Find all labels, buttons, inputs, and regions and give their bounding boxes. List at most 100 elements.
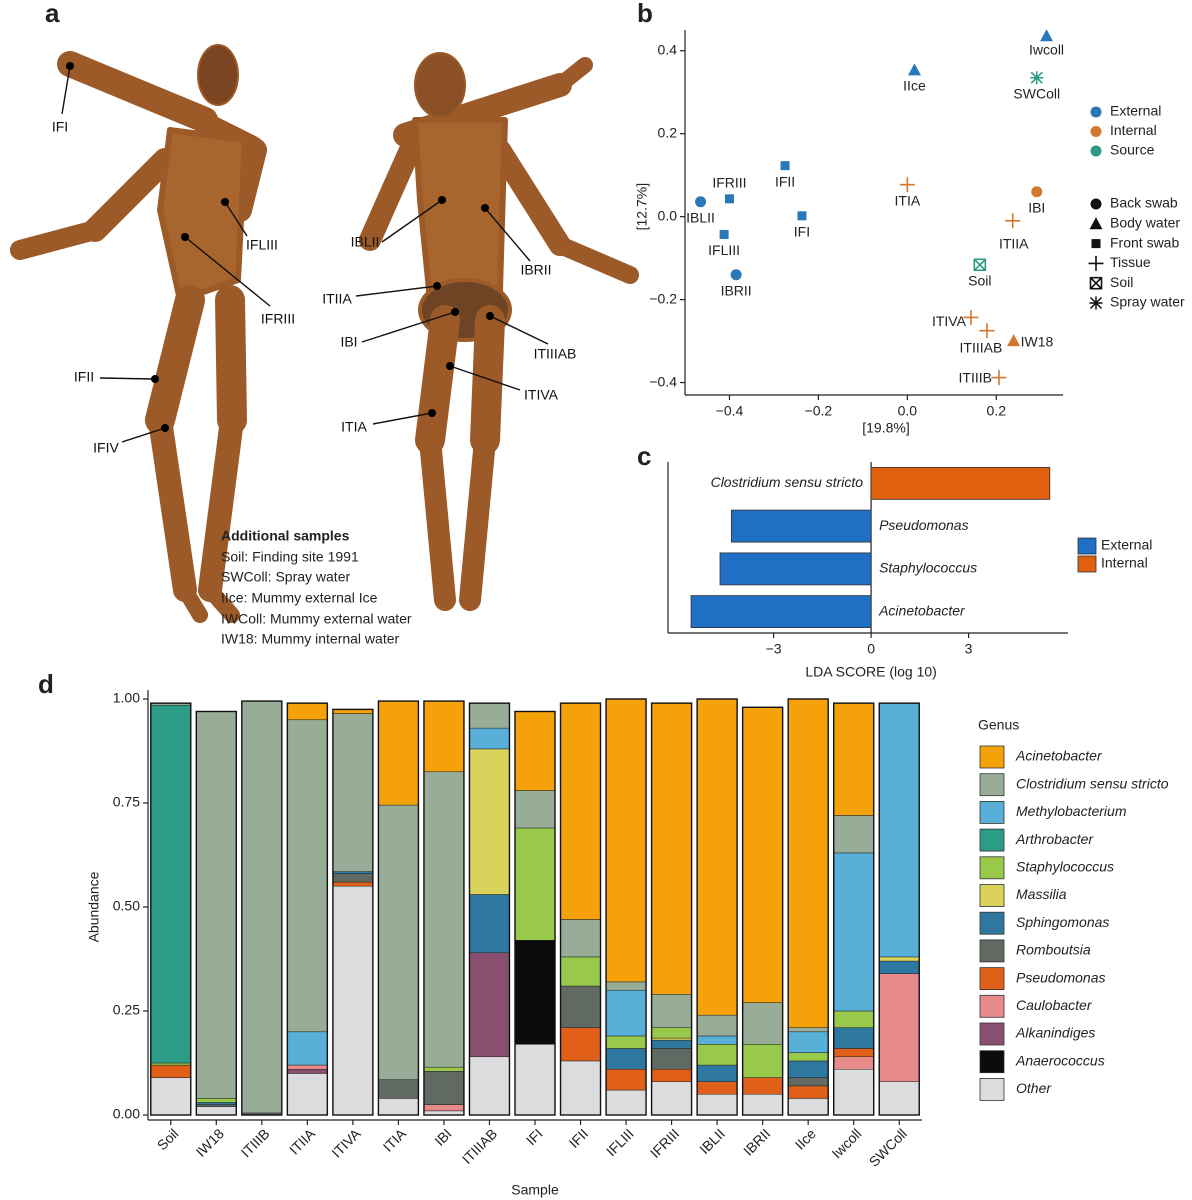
photo-label: IBRII: [520, 262, 551, 278]
bar-segment: [469, 727, 510, 750]
legend-label: Internal: [1101, 555, 1148, 571]
x-tick-label: −0.2: [805, 403, 833, 419]
bar-segment: [878, 956, 920, 962]
y-tick-label: 0.25: [113, 1002, 140, 1018]
legend-swatch: [979, 856, 1005, 880]
category-label: Staphylococcus: [879, 560, 977, 576]
sample-dot: [446, 362, 454, 370]
sample-dot: [428, 409, 436, 417]
bar-segment: [787, 1052, 829, 1062]
point: [1030, 71, 1044, 85]
bar-segment: [560, 956, 601, 987]
bar-outline: [650, 702, 693, 1116]
photo-label: ITIIIAB: [534, 346, 577, 362]
x-tick-label: 0: [867, 641, 875, 657]
bar-segment: [287, 1064, 328, 1070]
bar-segment: [332, 881, 374, 887]
legend-label: Clostridium sensu stricto: [1016, 775, 1169, 791]
bar-segment: [605, 989, 647, 1037]
marker-shape: [899, 177, 915, 193]
bar-segment: [514, 827, 556, 941]
bar: [690, 595, 872, 629]
sample-dot: [481, 204, 489, 212]
bar-segment: [241, 700, 283, 1114]
y-tick-label: 0.4: [658, 41, 678, 57]
marker-shape: [991, 370, 1007, 386]
sample-dot: [161, 424, 169, 432]
point: [1040, 29, 1054, 42]
bar-segment: [469, 702, 510, 729]
bar-segment: [787, 1098, 829, 1116]
bar-segment: [287, 1073, 328, 1116]
point: [991, 370, 1007, 386]
legend-swatch: [979, 884, 1005, 907]
panel-label: b: [637, 0, 653, 28]
bar-segment: [833, 1027, 874, 1049]
bar-segment: [378, 1079, 419, 1099]
bar-segment: [196, 1098, 237, 1103]
y-tick-label: 0.00: [113, 1106, 140, 1122]
legend-label: Acinetobacter: [1015, 748, 1103, 764]
y-tick-label: 0.75: [113, 794, 140, 810]
bar-segment: [651, 1068, 692, 1082]
bar-segment: [742, 1077, 783, 1095]
leader-line: [449, 365, 521, 391]
point: [1089, 276, 1103, 290]
bar-segment: [833, 1048, 874, 1058]
bar-segment: [150, 704, 192, 1064]
bar-segment: [833, 852, 874, 1012]
bar-segment: [651, 1037, 692, 1041]
x-tick-label: IW18: [193, 1125, 228, 1160]
point: [719, 229, 729, 239]
bar-segment: [651, 1027, 692, 1039]
bar-segment: [605, 698, 647, 983]
marker-shape: [724, 194, 734, 204]
sample-dot: [486, 312, 494, 320]
marker-shape: [730, 269, 742, 281]
legend-label: Methylobacterium: [1016, 803, 1127, 819]
bar-segment: [560, 1027, 601, 1062]
x-tick-label: 3: [965, 641, 973, 657]
legend-label: Alkanindiges: [1015, 1025, 1095, 1041]
legend-swatch: [979, 1050, 1005, 1074]
point-label: ITIA: [895, 192, 921, 208]
x-tick-label: ITIIIAB: [459, 1125, 501, 1167]
photo-label: ITIIA: [322, 291, 352, 307]
bar-segment: [878, 960, 920, 974]
bar-outline: [286, 702, 329, 1116]
point: [899, 177, 915, 193]
point: [963, 309, 979, 325]
legend-swatch: [1077, 537, 1097, 555]
marker-shape: [1007, 334, 1021, 347]
sample-dot: [181, 233, 189, 241]
point: [979, 323, 995, 339]
marker-shape: [1040, 29, 1054, 42]
sample-dot: [66, 62, 74, 70]
bar-segment: [196, 1104, 237, 1107]
bar-segment: [514, 711, 556, 791]
marker-shape: [1030, 71, 1044, 85]
leader-line: [184, 236, 271, 307]
category-label: Pseudomonas: [879, 517, 969, 533]
bar-segment: [696, 1044, 738, 1066]
photo-label: IFRIII: [261, 311, 295, 327]
sample-dot: [221, 198, 229, 206]
legend-swatch: [979, 828, 1005, 852]
bar-segment: [833, 815, 874, 854]
bar-segment: [605, 1068, 647, 1091]
legend-swatch: [979, 1078, 1005, 1101]
photo-annotations: IFI IFLIII IFRIII IFII IFIV IBLII IBRII …: [52, 62, 577, 456]
bar-segment: [423, 771, 465, 1068]
legend-title: Genus: [978, 717, 1019, 733]
additional-line: IWColl: Mummy external water: [221, 611, 412, 627]
panel-label: d: [38, 669, 54, 699]
point-label: ITIVA: [932, 313, 967, 329]
x-tick-label: Soil: [154, 1125, 182, 1153]
bar-outline: [377, 700, 420, 1116]
x-tick-label: IBRII: [740, 1125, 773, 1158]
bar-outline: [332, 708, 374, 1116]
additional-line: IW18: Mummy internal water: [221, 631, 399, 647]
bar-segment: [423, 1066, 465, 1072]
bar-outline: [559, 702, 602, 1116]
sample-dot: [151, 375, 159, 383]
